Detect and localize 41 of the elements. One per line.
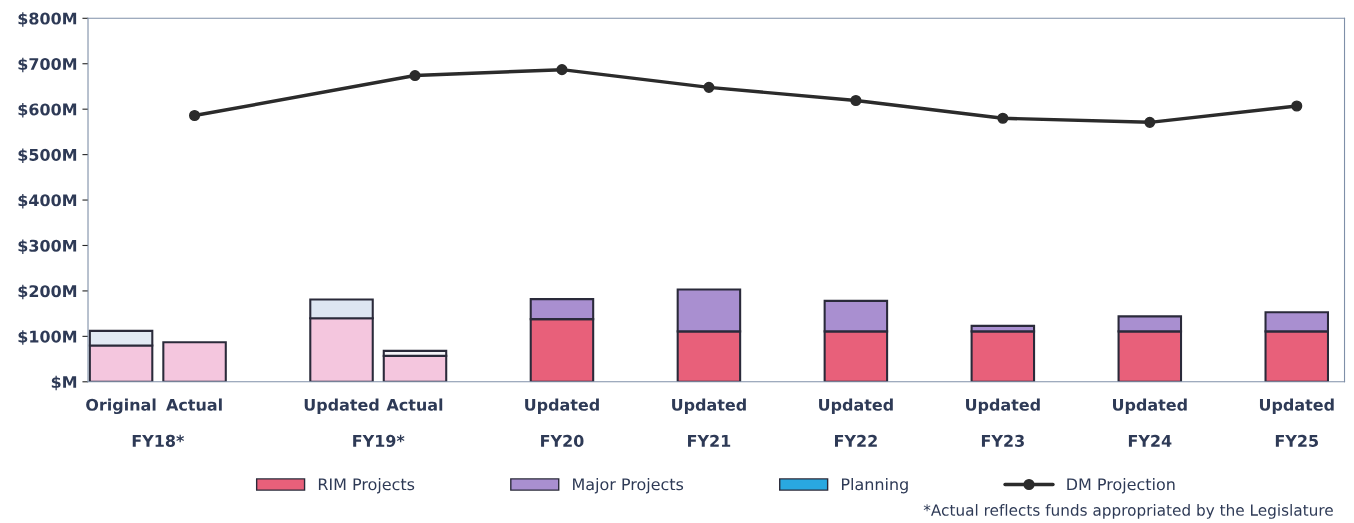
text: FY21 xyxy=(688,434,731,447)
point xyxy=(997,112,1009,124)
y-tick-label: $200M xyxy=(18,284,77,300)
x-tick-label: Updated xyxy=(1259,398,1334,414)
point xyxy=(556,64,568,76)
y-tick-label: $M xyxy=(51,375,77,391)
x-tick-label: Updated xyxy=(525,398,599,414)
point xyxy=(850,94,862,107)
x-tick-label: Actual xyxy=(386,398,443,411)
legend-label: Major Projects xyxy=(573,477,684,494)
text: FY24 xyxy=(1128,434,1172,447)
x-tick-label: Updated xyxy=(1113,398,1187,414)
y-tick-label: $300M xyxy=(18,239,77,254)
y-tick-label: $400M xyxy=(18,193,77,209)
legend-label: Planning xyxy=(841,477,908,494)
point xyxy=(1291,100,1303,112)
x-tick-label: Updated xyxy=(672,398,746,414)
y-tick-label: $700M xyxy=(18,57,77,73)
y-tick-label: $800M xyxy=(18,12,77,27)
x-tick-label: Actual xyxy=(166,398,222,411)
x-tick-label: Updated xyxy=(819,398,893,414)
text: FY19* xyxy=(353,434,405,447)
text: FY23 xyxy=(981,434,1024,447)
x-tick-label: Updated xyxy=(966,398,1040,414)
point xyxy=(189,109,201,122)
bar xyxy=(162,341,227,382)
point xyxy=(1144,116,1156,128)
point xyxy=(409,69,421,82)
text: FY25 xyxy=(1275,434,1318,447)
point xyxy=(703,81,715,93)
x-tick-label: Original xyxy=(86,398,156,415)
text: *Actual reflects funds appropriated by the Legislature xyxy=(923,504,1333,519)
text: FY18* xyxy=(132,434,185,447)
y-tick-label: $500M xyxy=(18,148,77,164)
y-tick-label: $100M xyxy=(18,330,77,345)
text: FY22 xyxy=(834,434,877,447)
text: FY20 xyxy=(541,434,584,447)
x-tick-label: Updated xyxy=(304,398,379,414)
legend-label: RIM Projects xyxy=(318,477,415,494)
y-tick-label: $600M xyxy=(18,103,77,118)
legend-label: DM Projection xyxy=(1067,477,1175,494)
